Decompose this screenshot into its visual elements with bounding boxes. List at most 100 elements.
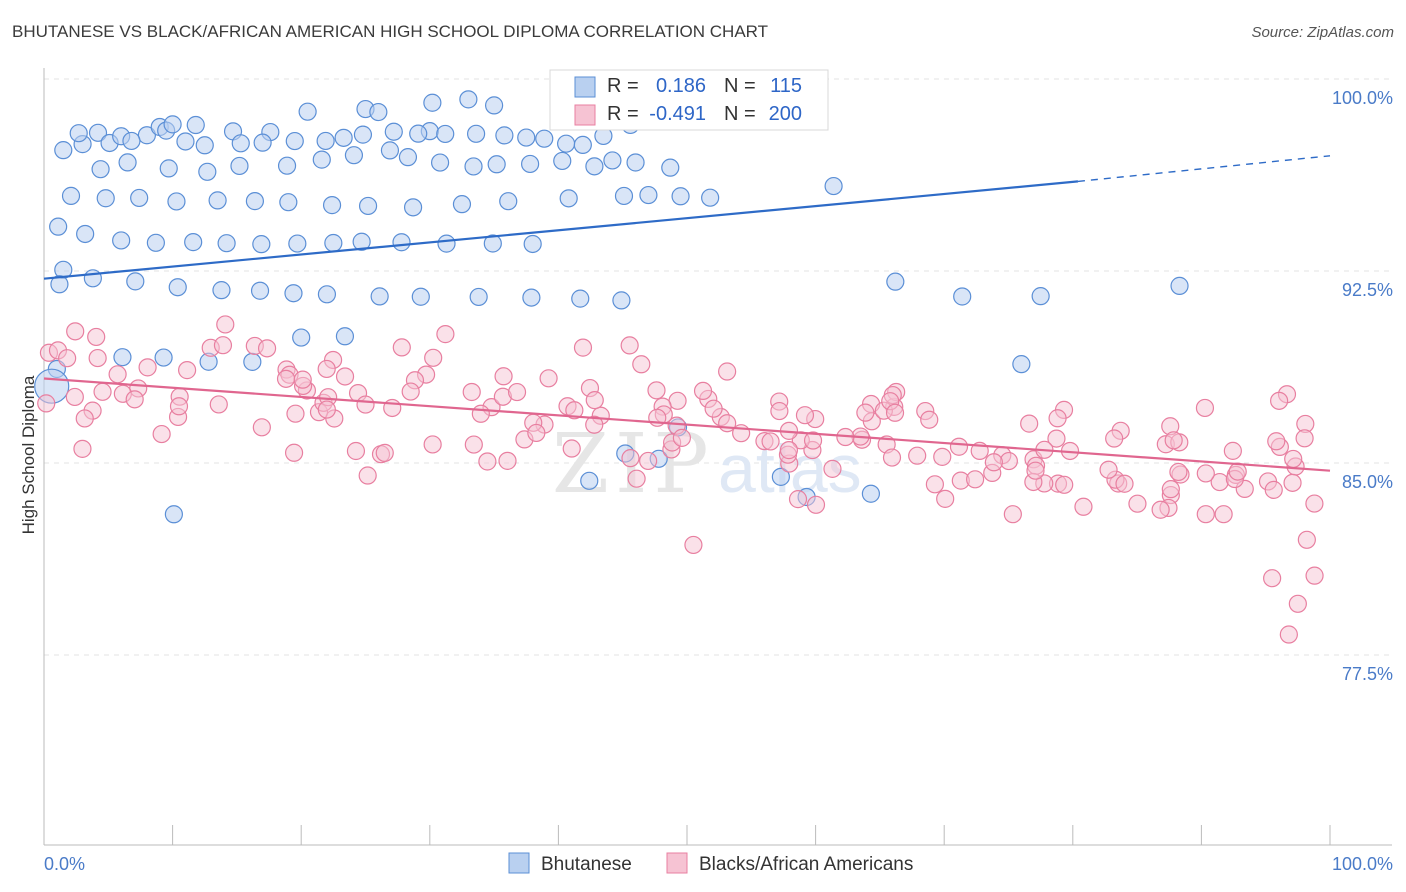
point-bhutanese xyxy=(352,232,371,251)
point-blacks xyxy=(621,449,640,468)
point-bhutanese xyxy=(369,102,388,122)
axes xyxy=(43,68,1392,846)
point-blacks xyxy=(66,322,85,341)
point-bhutanese xyxy=(517,128,536,147)
point-bhutanese xyxy=(88,123,108,142)
point-blacks xyxy=(1048,409,1067,428)
point-blacks xyxy=(1161,480,1180,499)
point-bhutanese xyxy=(91,160,110,179)
point-bhutanese xyxy=(83,269,102,288)
stats-r-label: R = xyxy=(607,103,639,125)
point-bhutanese xyxy=(324,233,343,253)
point-bhutanese xyxy=(113,348,132,367)
point-blacks xyxy=(317,359,336,379)
point-blacks xyxy=(138,358,157,377)
tick-labels: 77.5% 85.0% 92.5% 100.0% 0.0% 100.0% High Scho… xyxy=(19,88,1393,874)
point-blacks xyxy=(252,418,271,437)
point-blacks xyxy=(803,431,823,450)
x-tick-label: 100.0% xyxy=(1332,854,1393,874)
point-bhutanese xyxy=(626,153,645,172)
point-blacks xyxy=(392,338,411,357)
point-blacks xyxy=(1297,530,1316,549)
point-blacks xyxy=(65,387,84,407)
chart-source: Source: ZipAtlas.com xyxy=(1251,24,1394,41)
legend-label-blacks: Blacks/African Americans xyxy=(699,854,913,875)
point-blacks xyxy=(856,403,875,422)
x-tick-label: 0.0% xyxy=(44,854,85,874)
point-blacks xyxy=(1279,625,1298,644)
point-blacks xyxy=(627,469,646,488)
point-bhutanese xyxy=(411,287,430,306)
point-blacks xyxy=(885,403,905,422)
point-blacks xyxy=(286,404,305,423)
point-bhutanese xyxy=(316,131,335,151)
point-bhutanese xyxy=(317,285,337,304)
point-bhutanese xyxy=(186,115,205,135)
point-bhutanese xyxy=(423,93,442,112)
point-blacks xyxy=(1214,505,1233,524)
point-bhutanese xyxy=(250,281,270,300)
y-axis-label: High School Diploma xyxy=(19,375,38,534)
point-bhutanese xyxy=(277,156,297,175)
point-bhutanese xyxy=(523,234,542,254)
point-blacks xyxy=(471,404,490,423)
point-bhutanese xyxy=(392,233,411,252)
point-blacks xyxy=(823,459,842,478)
point-bhutanese xyxy=(771,467,790,486)
point-bhutanese xyxy=(50,275,69,294)
point-blacks xyxy=(1105,429,1124,448)
trend-lines xyxy=(43,155,1331,472)
point-blacks xyxy=(770,401,789,421)
point-bhutanese xyxy=(322,196,342,215)
point-blacks xyxy=(684,535,703,555)
point-blacks xyxy=(317,400,336,419)
series-bhutanese xyxy=(34,82,1189,524)
point-bhutanese xyxy=(245,192,265,211)
point-bhutanese xyxy=(279,193,298,212)
point-bhutanese xyxy=(184,233,203,252)
point-blacks xyxy=(401,382,420,401)
point-blacks xyxy=(507,382,527,402)
point-bhutanese xyxy=(671,187,690,206)
point-bhutanese xyxy=(430,153,450,172)
stats-n-value: 200 xyxy=(769,103,802,125)
point-bhutanese xyxy=(436,124,455,144)
legend: Bhutanese Blacks/African Americans xyxy=(508,852,913,875)
point-blacks xyxy=(639,451,658,471)
point-bhutanese xyxy=(208,191,227,210)
point-blacks xyxy=(966,470,985,489)
stats-r-label: R = xyxy=(607,75,639,97)
point-bhutanese xyxy=(661,158,680,177)
point-blacks xyxy=(647,381,666,400)
point-bhutanese xyxy=(146,233,165,252)
trend-line-blacks xyxy=(43,377,1331,472)
point-blacks xyxy=(1264,480,1283,499)
stats-n-value: 115 xyxy=(770,75,802,97)
stats-box: R = 0.186 N = 115 R = -0.491 N = 200 xyxy=(549,69,829,131)
point-bhutanese xyxy=(398,148,418,167)
stats-swatch xyxy=(574,76,596,98)
point-bhutanese xyxy=(580,471,599,490)
grid-lines xyxy=(44,78,1392,656)
point-bhutanese xyxy=(96,189,115,208)
point-bhutanese xyxy=(176,132,195,151)
point-blacks xyxy=(1003,505,1022,524)
point-blacks xyxy=(565,401,584,420)
stats-r-value: 0.186 xyxy=(656,75,706,97)
point-blacks xyxy=(1305,494,1324,513)
point-blacks xyxy=(925,475,944,494)
point-bhutanese xyxy=(167,192,186,211)
point-blacks xyxy=(293,370,312,389)
point-blacks xyxy=(478,452,497,471)
point-bhutanese xyxy=(1012,355,1031,374)
point-bhutanese xyxy=(466,124,486,143)
point-blacks xyxy=(1305,566,1324,585)
point-blacks xyxy=(462,382,481,402)
point-blacks xyxy=(949,437,969,456)
point-blacks xyxy=(257,339,277,358)
point-blacks xyxy=(464,435,483,454)
point-bhutanese xyxy=(164,505,183,524)
trend-line-bhutanese xyxy=(43,180,1079,280)
point-blacks xyxy=(423,435,442,454)
point-bhutanese xyxy=(163,115,182,134)
